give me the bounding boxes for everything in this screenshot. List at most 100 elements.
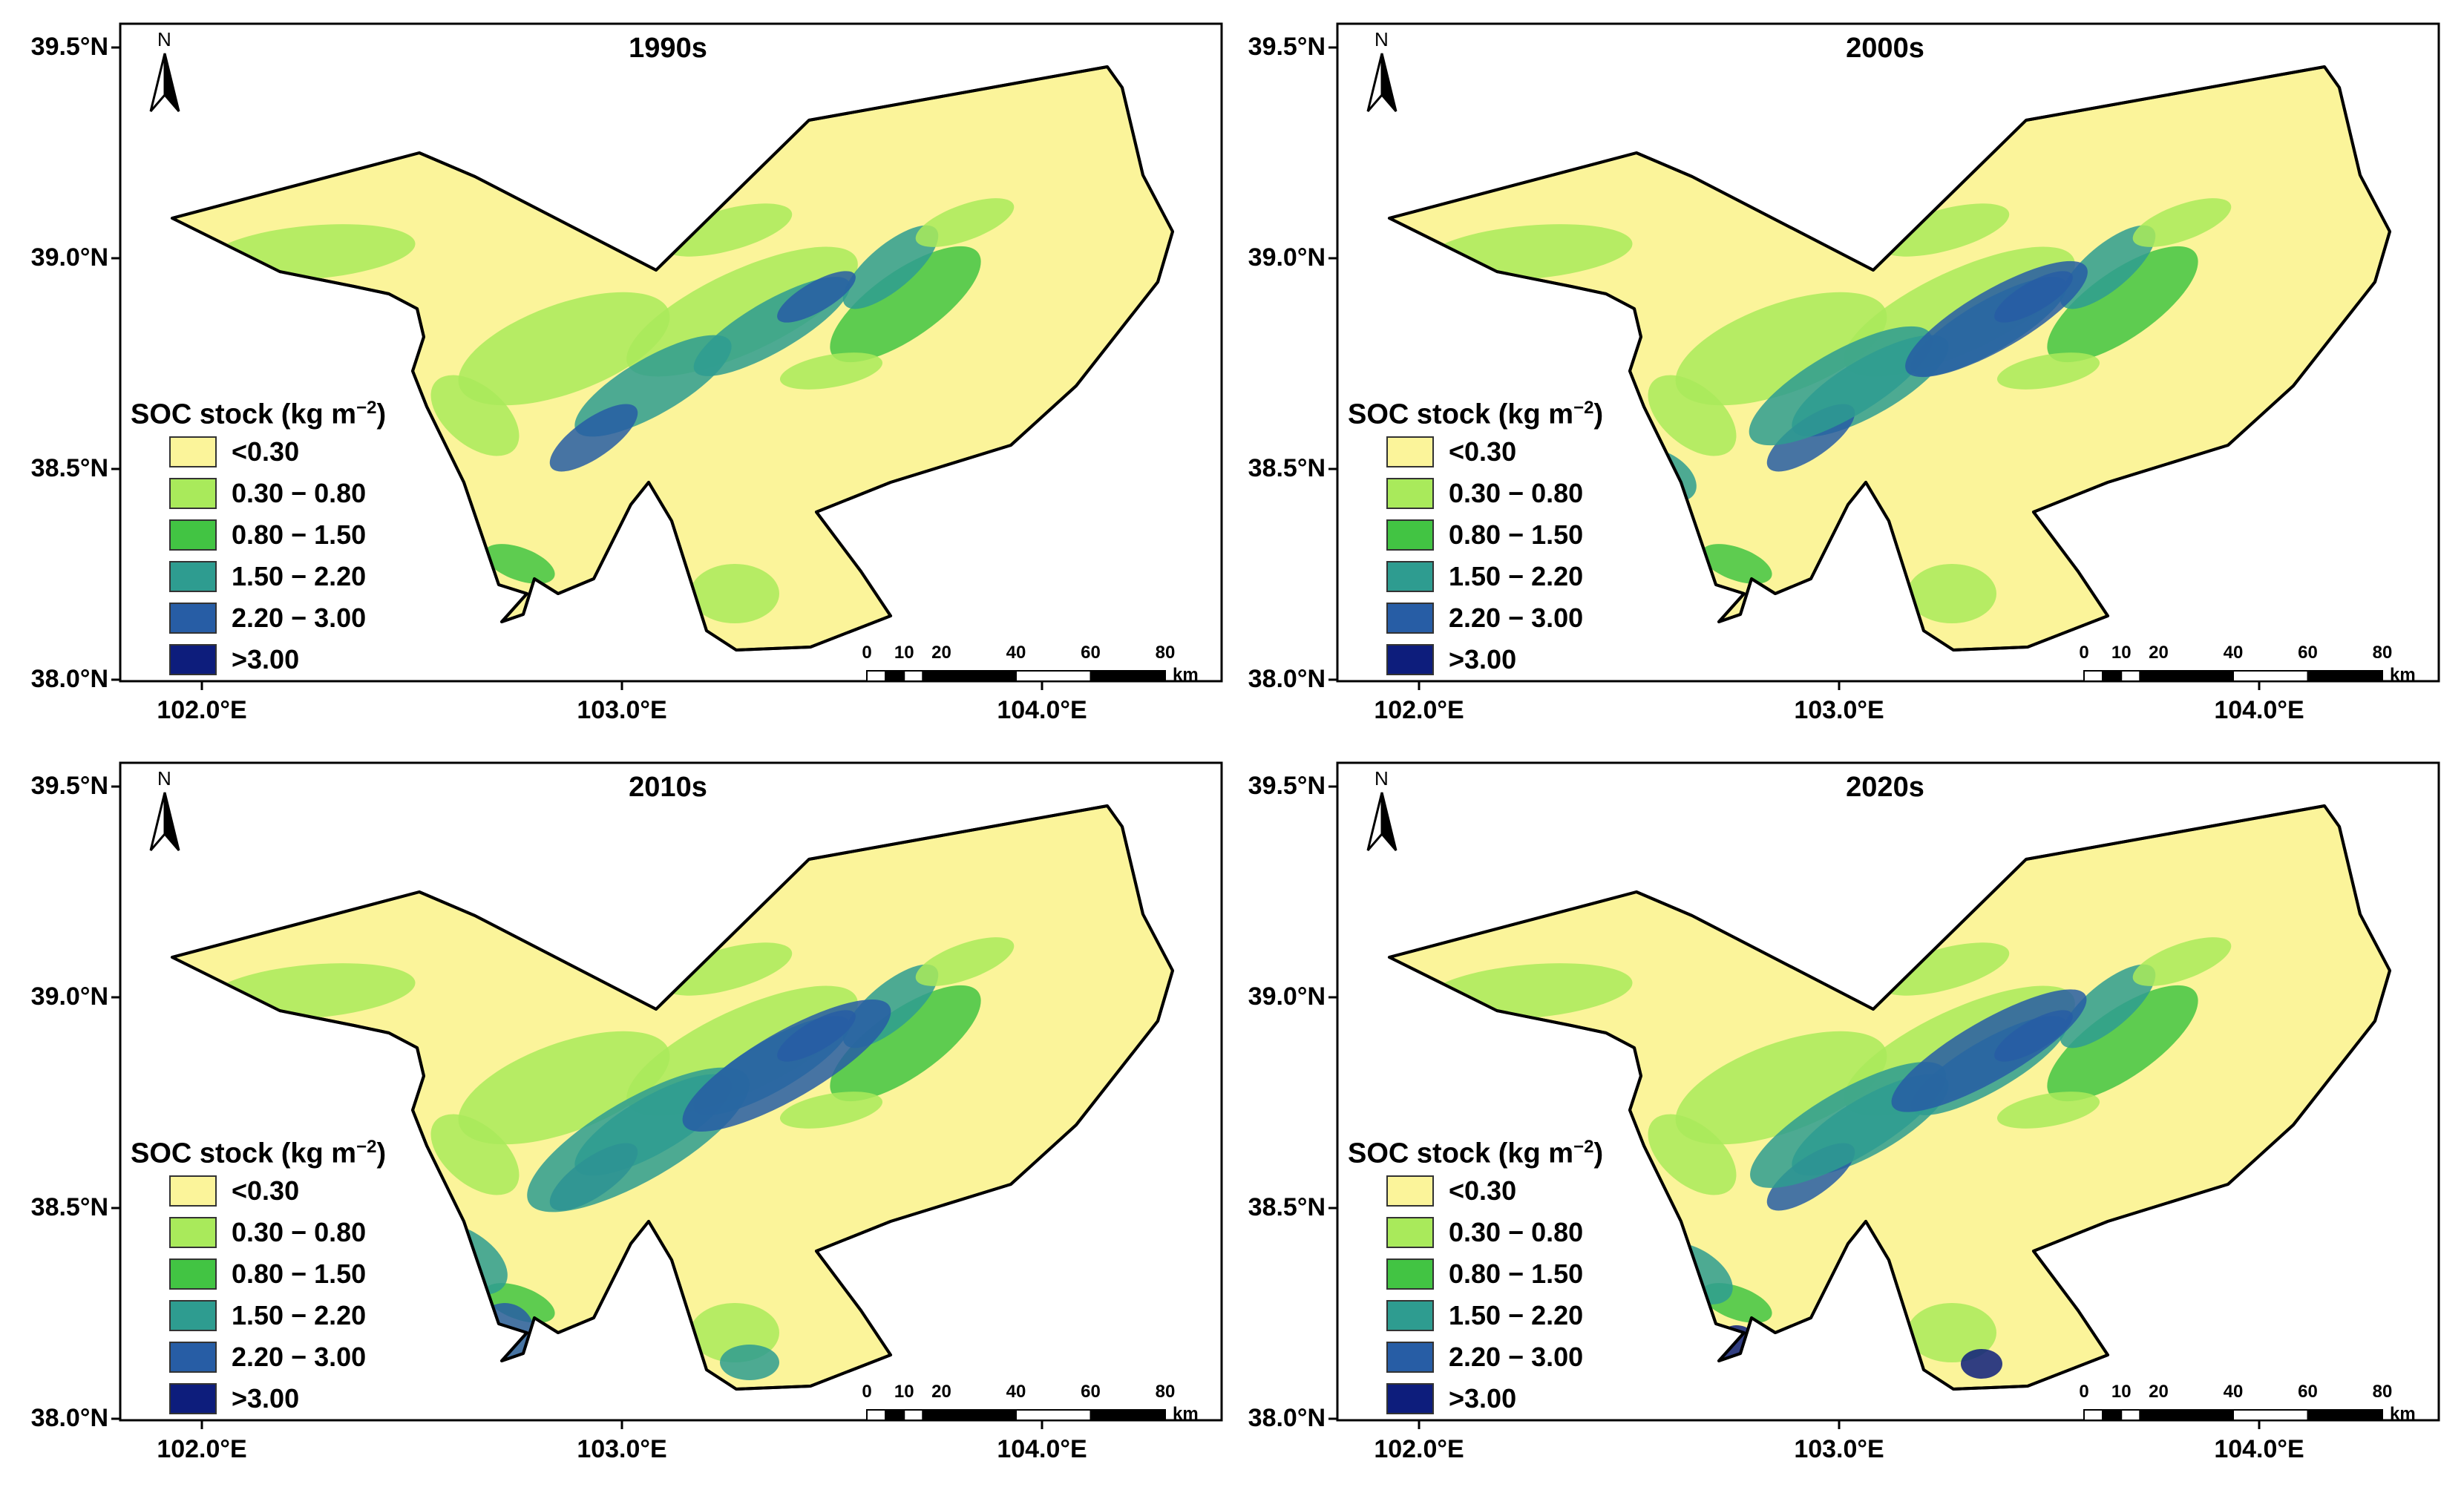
scale-tick: 40 — [1006, 643, 1026, 663]
study-area-outline — [1388, 65, 2391, 652]
scale-tick: 80 — [2372, 1382, 2393, 1402]
lat-label-38-5: 38.5°N — [1248, 454, 1326, 482]
legend-item: 1.50 − 2.20 — [131, 1295, 386, 1336]
legend-label: <0.30 — [232, 436, 300, 467]
soc-patch — [1891, 989, 2087, 1112]
legend-item: >3.00 — [1348, 639, 1603, 680]
legend-title: SOC stock (kg m−2) — [1348, 398, 1604, 430]
scale-tick: 60 — [2298, 1382, 2318, 1402]
scale-bar-segment — [2232, 670, 2309, 682]
north-arrow-right — [1380, 53, 1398, 112]
legend-item: 2.20 − 3.00 — [131, 597, 386, 639]
north-arrow-left — [1366, 53, 1383, 112]
soc-patch — [484, 544, 555, 584]
panel-title: 2010s — [629, 772, 707, 803]
legend-label: <0.30 — [1449, 436, 1517, 467]
scale-tick: 40 — [2223, 643, 2244, 663]
scale-tick: 0 — [2079, 1382, 2089, 1402]
scale-tick: 10 — [894, 1382, 914, 1402]
soc-patch — [1749, 326, 1933, 446]
north-arrow-right — [163, 792, 180, 851]
lon-label-104: 104.0°E — [997, 696, 1087, 724]
axis-ticks — [1328, 785, 2261, 1429]
lat-label-38-5: 38.5°N — [30, 1193, 108, 1221]
study-area-outline — [171, 65, 1174, 652]
legend-item: >3.00 — [1348, 1378, 1603, 1420]
soc-patch — [1879, 203, 2010, 257]
study-area-outline — [171, 804, 1174, 1391]
north-label: N — [157, 767, 171, 790]
legend-label: 2.20 − 3.00 — [232, 602, 367, 633]
scale-bar-segment — [885, 1409, 905, 1421]
lon-label-103: 103.0°E — [1794, 1435, 1884, 1463]
map-svg — [1328, 22, 2440, 690]
legend-swatch — [1386, 1299, 1434, 1331]
lat-label-39-5: 39.5°N — [30, 33, 108, 61]
soc-patch — [662, 203, 793, 257]
map-panel-1990s: 39.5°N 39.0°N 38.5°N 38.0°N 102.0°E 103.… — [0, 0, 1232, 745]
lon-label-102: 102.0°E — [1374, 696, 1464, 724]
soc-patches — [1425, 198, 2232, 623]
soc-patch — [1961, 1349, 2002, 1379]
soc-patch — [915, 937, 1015, 986]
soc-patch — [915, 198, 1015, 247]
lon-label-104: 104.0°E — [2214, 1435, 2304, 1463]
lat-label-39-0: 39.0°N — [1248, 982, 1326, 1011]
legend-item: 0.80 − 1.50 — [1348, 514, 1603, 556]
scale-tick: 20 — [2149, 1382, 2169, 1402]
legend-label: 1.50 − 2.20 — [1449, 560, 1584, 591]
scale-bar-segment — [922, 670, 943, 682]
legend-item: 1.50 − 2.20 — [1348, 1295, 1603, 1336]
soc-patch — [549, 404, 638, 472]
scale-bar-segment — [2120, 670, 2141, 682]
legend-item: 1.50 − 2.20 — [131, 556, 386, 597]
scale-tick: 20 — [931, 643, 951, 663]
map-svg — [111, 22, 1223, 690]
scale-bar — [2083, 670, 2383, 682]
panel-title: 2000s — [1846, 33, 1924, 64]
legend-swatch — [169, 1382, 217, 1414]
legend-label: 0.80 − 1.50 — [232, 1258, 367, 1289]
legend-swatch — [1386, 436, 1434, 467]
legend-item: 1.50 − 2.20 — [1348, 556, 1603, 597]
axis-ticks — [111, 785, 1043, 1429]
lat-label-39-0: 39.0°N — [1248, 243, 1326, 272]
legend-item: 0.30 − 0.80 — [131, 1212, 386, 1253]
soc-patch — [2047, 985, 2198, 1102]
legend-swatch — [1386, 1341, 1434, 1373]
north-label: N — [1374, 28, 1389, 50]
legend-label: 1.50 − 2.20 — [1449, 1299, 1584, 1330]
legend-label: 1.50 − 2.20 — [232, 1299, 367, 1330]
scale-bar-segment — [2139, 1409, 2160, 1421]
legend-label: 0.30 − 0.80 — [1449, 477, 1584, 508]
legend-label: 0.30 − 0.80 — [1449, 1216, 1584, 1247]
lon-label-102: 102.0°E — [157, 696, 247, 724]
soc-patch — [1907, 564, 1996, 623]
legend-label: 0.80 − 1.50 — [1449, 519, 1584, 550]
scale-bar-segment — [2139, 670, 2160, 682]
north-arrow-left — [149, 792, 166, 851]
soc-patches — [1425, 937, 2232, 1379]
scale-bar-segment — [2102, 670, 2123, 682]
scale-bar-unit: km — [2390, 665, 2416, 685]
legend-swatch — [1386, 519, 1434, 551]
lat-label-39-5: 39.5°N — [1248, 33, 1326, 61]
lat-label-38-5: 38.5°N — [1248, 1193, 1326, 1221]
legend-label: >3.00 — [232, 643, 300, 675]
legend-swatch — [169, 643, 217, 675]
scale-tick: 10 — [2111, 1382, 2132, 1402]
legend: SOC stock (kg m−2) <0.30 0.30 − 0.80 0.8… — [131, 398, 386, 680]
map-panel-2010s: 39.5°N 39.0°N 38.5°N 38.0°N 102.0°E 103.… — [0, 739, 1232, 1484]
soc-patch — [720, 1345, 779, 1380]
scale-bar-segment — [1090, 1409, 1166, 1421]
legend-swatch — [1386, 560, 1434, 592]
soc-patch — [1907, 1303, 1996, 1362]
soc-patch — [682, 1000, 891, 1132]
soc-patch — [2047, 246, 2198, 363]
scale-tick: 60 — [1081, 1382, 1101, 1402]
scale-bar-segment — [940, 670, 1017, 682]
legend-swatch — [1386, 477, 1434, 509]
lon-label-103: 103.0°E — [577, 1435, 667, 1463]
legend-item: >3.00 — [131, 639, 386, 680]
soc-patch — [690, 564, 779, 623]
